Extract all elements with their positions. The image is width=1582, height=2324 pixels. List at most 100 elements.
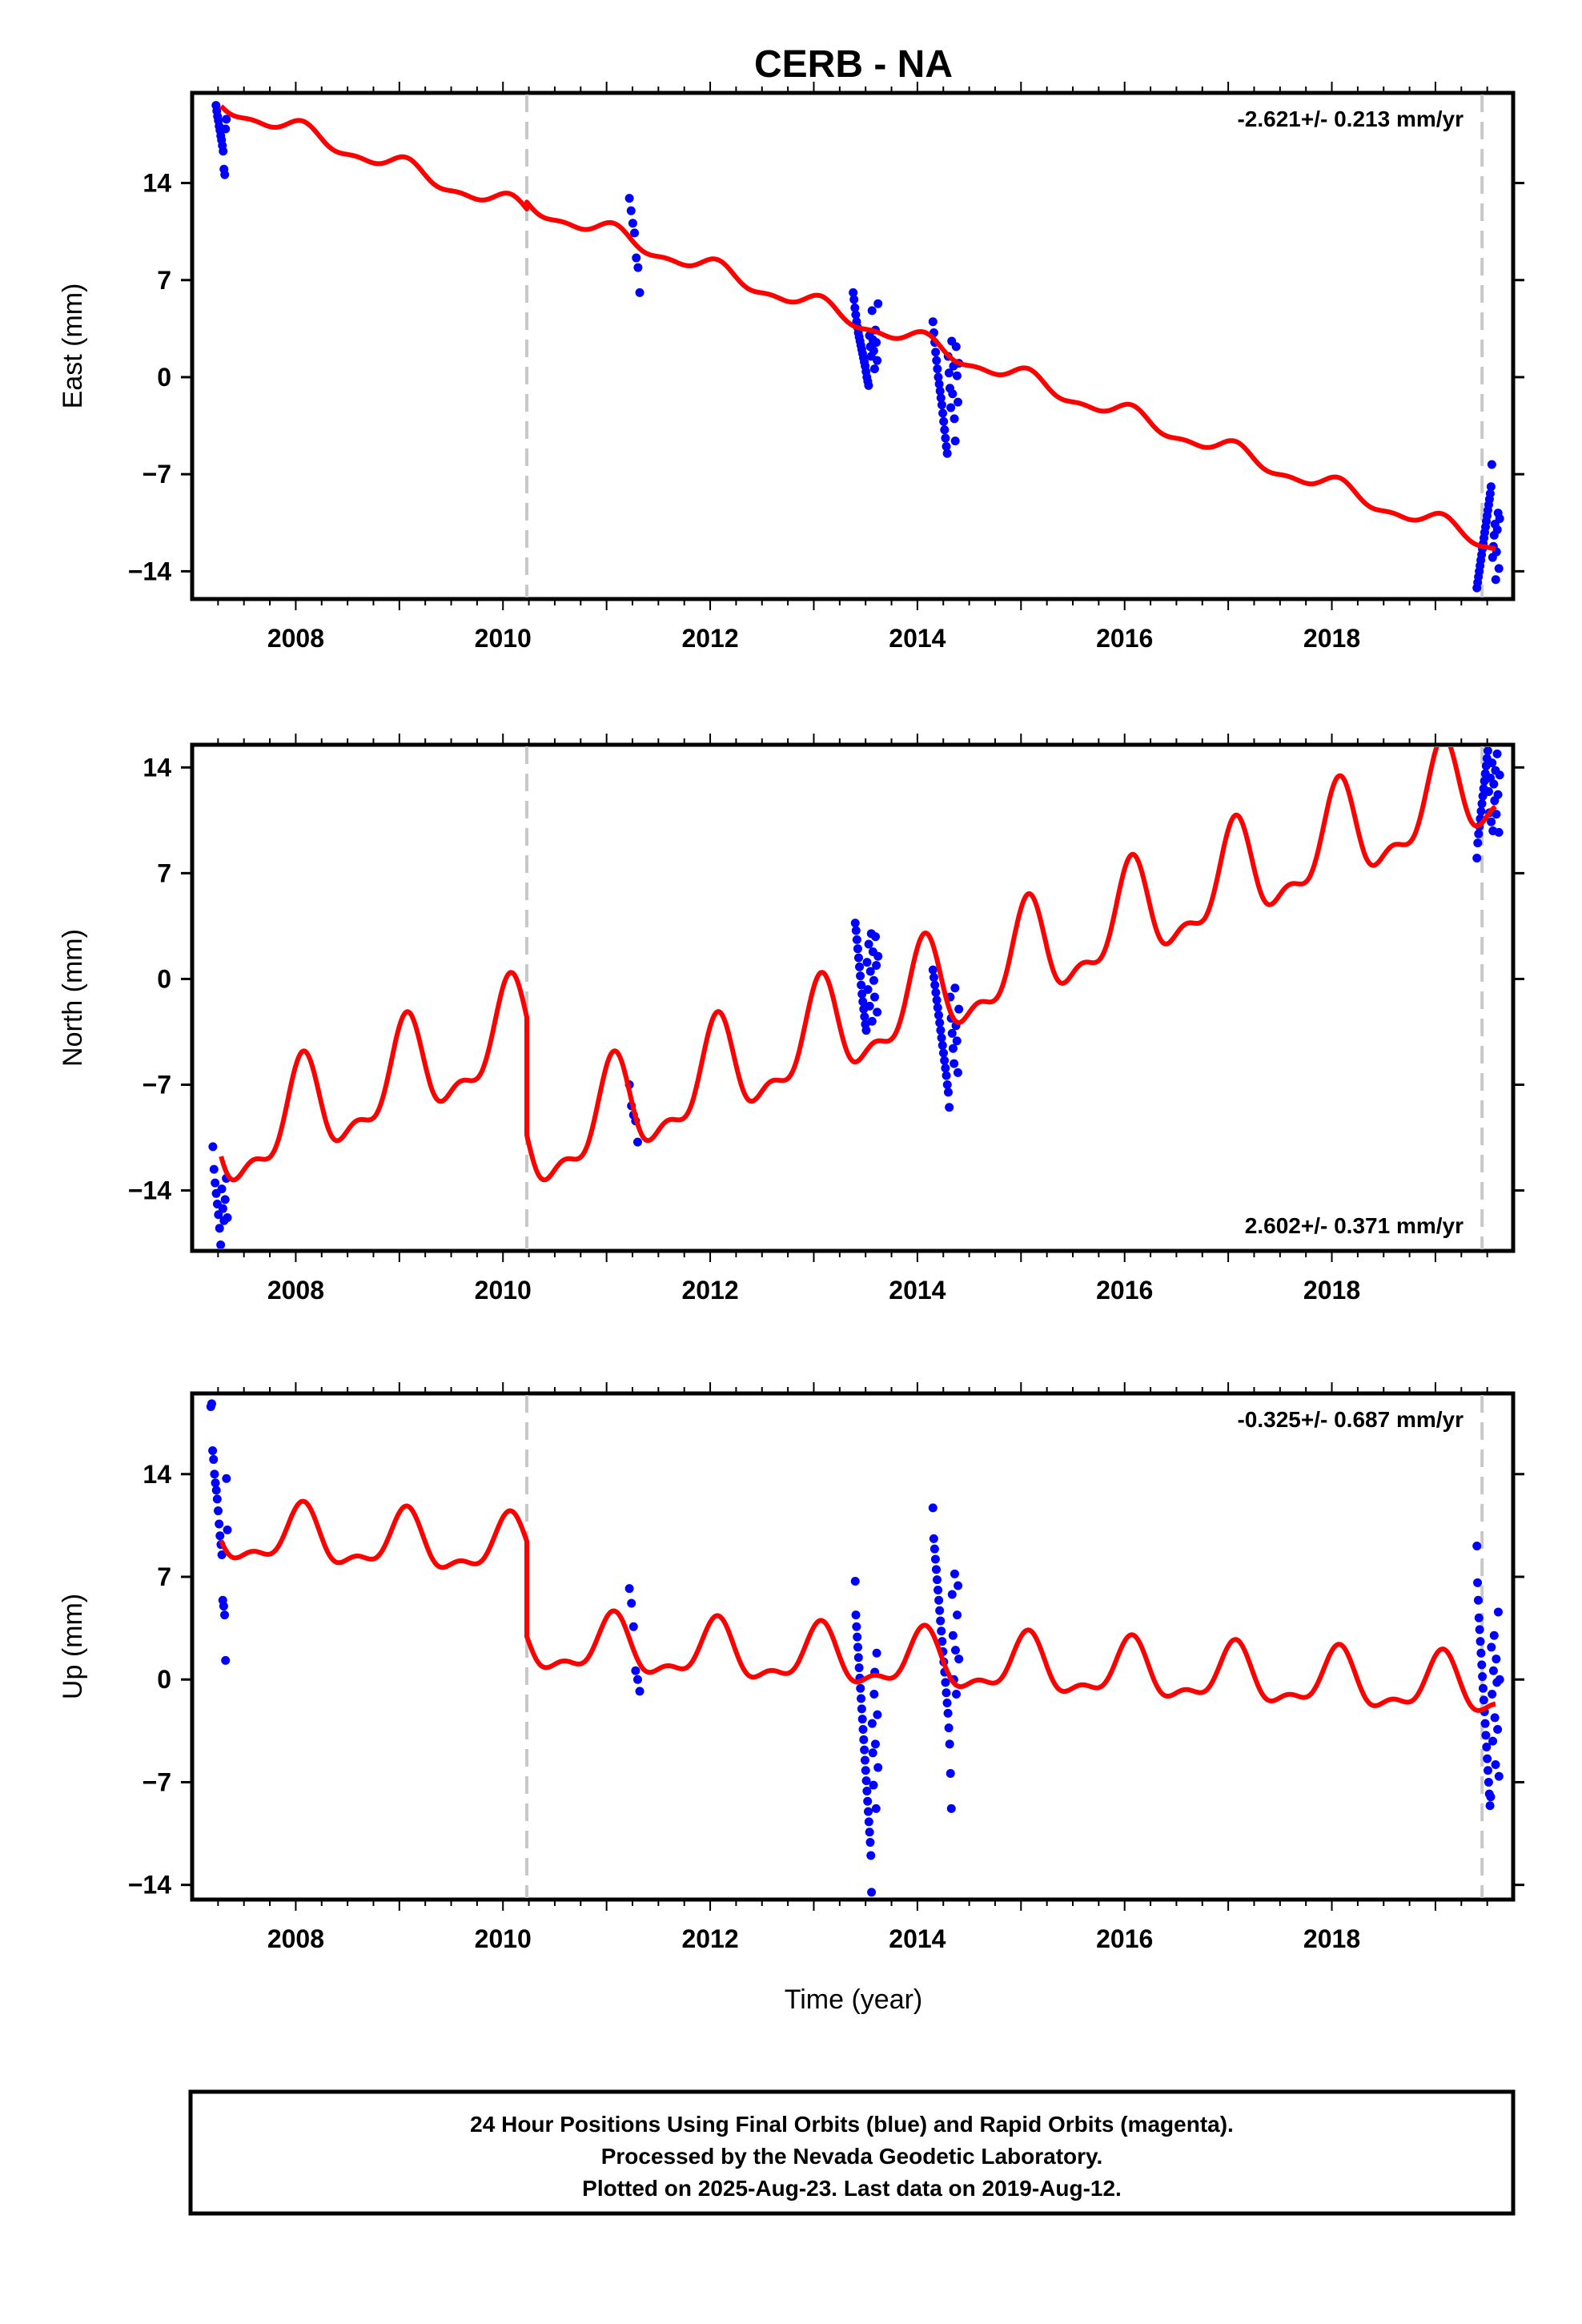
north-data-point: [857, 980, 866, 990]
north-data-point: [1484, 786, 1493, 796]
north-data-point: [938, 1048, 948, 1058]
north-x-tick-label: 2010: [475, 1276, 532, 1305]
north-data-point: [1492, 810, 1501, 819]
east-data-point: [851, 310, 861, 320]
east-data-point: [872, 338, 881, 348]
up-data-point: [208, 1445, 218, 1455]
north-y-tick-label: −14: [128, 1176, 171, 1205]
north-data-point: [862, 958, 872, 967]
north-data-point: [211, 1178, 220, 1188]
up-data-point: [869, 1690, 879, 1699]
east-data-point: [942, 442, 951, 452]
north-data-point: [937, 1033, 946, 1043]
north-data-point: [932, 995, 942, 1005]
east-data-point: [220, 170, 230, 179]
east-data-point: [873, 356, 882, 365]
up-data-point: [1484, 1777, 1493, 1787]
north-data-point: [936, 1026, 946, 1035]
up-data-point: [1481, 1731, 1491, 1740]
north-data-point: [856, 971, 865, 981]
east-data-point: [939, 416, 949, 426]
footer-line-3: Plotted on 2025-Aug-23. Last data on 201…: [582, 2176, 1122, 2201]
east-data-point: [948, 389, 958, 399]
east-data-point: [954, 397, 963, 407]
up-data-point: [860, 1755, 869, 1765]
up-data-point: [210, 1470, 219, 1479]
up-data-point: [1472, 1542, 1482, 1551]
north-data-point: [938, 1040, 947, 1050]
up-data-point: [624, 1584, 634, 1594]
north-data-point: [930, 980, 940, 990]
up-data-point: [860, 1745, 869, 1755]
east-data-point: [850, 303, 860, 312]
north-data-point: [933, 1003, 942, 1012]
north-data-point: [869, 975, 878, 985]
east-x-tick-label: 2014: [889, 624, 946, 653]
east-data-point: [1491, 575, 1500, 585]
up-data-point: [1473, 1578, 1483, 1587]
north-data-point: [1489, 779, 1499, 789]
up-data-point: [1490, 1713, 1500, 1723]
east-data-point: [849, 287, 858, 297]
up-data-point: [936, 1616, 946, 1626]
chart-title: CERB - NA: [754, 43, 953, 86]
up-data-point: [215, 1531, 225, 1541]
up-data-point: [862, 1786, 872, 1795]
north-data-point: [1492, 749, 1502, 758]
east-data-point: [1495, 514, 1504, 524]
up-data-point: [1473, 1595, 1483, 1605]
north-data-point: [1488, 758, 1497, 768]
up-x-tick-label: 2010: [475, 1924, 532, 1953]
east-y-tick-label: 7: [157, 266, 171, 295]
up-data-point: [1479, 1695, 1488, 1705]
north-data-point: [860, 1012, 869, 1022]
east-y-tick-label: −14: [128, 557, 171, 585]
up-data-point: [1476, 1637, 1485, 1647]
up-data-point: [945, 1739, 954, 1749]
north-data-point: [935, 1018, 945, 1027]
east-data-point: [626, 206, 636, 215]
up-data-point: [950, 1646, 960, 1655]
east-plot-frame: [190, 90, 1516, 601]
north-data-point: [869, 992, 879, 1002]
north-data-point: [851, 926, 861, 935]
up-data-point: [219, 1602, 228, 1611]
up-data-point: [871, 1803, 881, 1813]
east-data-point: [222, 115, 231, 124]
up-data-point: [853, 1642, 862, 1652]
up-data-point: [868, 1748, 877, 1758]
east-data-point: [221, 124, 231, 134]
north-data-point: [853, 944, 862, 954]
up-data-point: [1489, 1630, 1499, 1640]
up-x-tick-label: 2014: [889, 1924, 946, 1953]
up-data-point: [1493, 1607, 1503, 1617]
north-data-point: [940, 1055, 950, 1065]
east-data-point: [934, 372, 943, 382]
up-data-point: [942, 1688, 951, 1698]
north-data-point: [943, 1088, 953, 1097]
east-y-tick-label: −7: [143, 460, 171, 489]
up-data-point: [1487, 1642, 1496, 1652]
up-data-point: [872, 1648, 881, 1658]
up-data-point: [933, 1575, 942, 1585]
north-data-point: [861, 1026, 871, 1035]
north-data-point: [1495, 770, 1504, 780]
north-data-point: [863, 985, 873, 995]
up-data-point: [217, 1550, 227, 1560]
up-data-point: [866, 1851, 876, 1860]
up-data-point: [865, 1838, 875, 1848]
east-data-point: [869, 364, 879, 374]
up-data-point: [867, 1888, 877, 1897]
north-x-tick-label: 2008: [267, 1276, 324, 1305]
north-data-point: [947, 1028, 957, 1038]
up-data-point: [943, 1708, 953, 1718]
up-data-point: [852, 1622, 861, 1631]
north-data-point: [942, 1071, 951, 1080]
up-data-point: [1483, 1754, 1492, 1763]
up-plot-frame: [190, 1391, 1516, 1902]
up-data-point: [1484, 1766, 1493, 1775]
east-data-point: [936, 393, 946, 403]
up-y-tick-label: −7: [143, 1767, 171, 1796]
east-x-tick-label: 2018: [1303, 624, 1360, 653]
north-data-point: [945, 1103, 954, 1112]
